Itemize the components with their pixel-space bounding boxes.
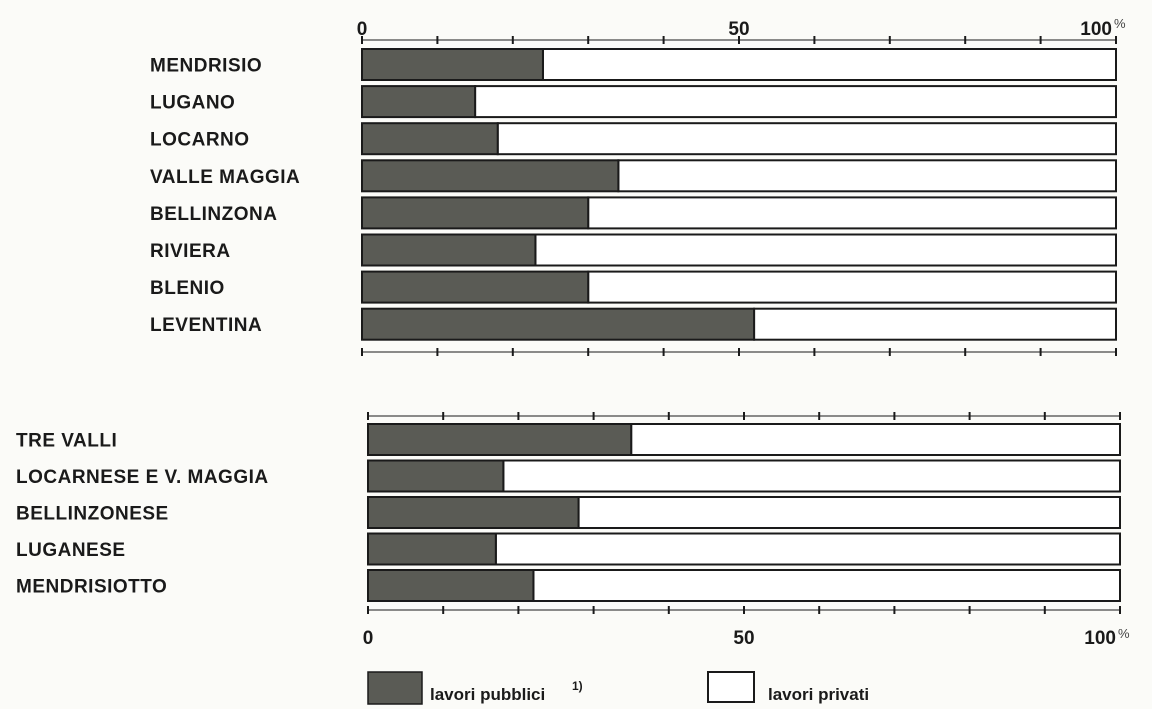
bar-lavori-privati: [502, 459, 1121, 493]
legend-swatch-private: [707, 671, 755, 703]
tick-label: 0: [357, 19, 368, 40]
category-label: LUGANO: [150, 93, 235, 114]
bar-lavori-pubblici: [361, 307, 756, 341]
tick-label: 0: [363, 628, 374, 649]
bar-lavori-privati: [494, 532, 1121, 566]
category-label: VALLE MAGGIA: [150, 167, 300, 188]
bar-lavori-pubblici: [367, 532, 497, 566]
bar-lavori-privati: [496, 122, 1118, 156]
bar-lavori-privati: [753, 307, 1118, 341]
category-label: TRE VALLI: [16, 431, 117, 452]
bar-lavori-pubblici: [361, 233, 537, 267]
bar-lavori-pubblici: [361, 85, 477, 119]
category-label: BELLINZONESE: [16, 504, 169, 525]
bar-lavori-privati: [532, 569, 1121, 602]
bar-lavori-privati: [630, 423, 1121, 456]
bar-lavori-privati: [617, 159, 1117, 193]
category-label: RIVIERA: [150, 241, 231, 262]
category-label: BELLINZONA: [150, 204, 277, 225]
category-label: MENDRISIO: [150, 56, 262, 77]
bar-lavori-privati: [577, 496, 1121, 529]
bar-lavori-privati: [587, 196, 1117, 230]
legend-label-private: lavori privati: [768, 685, 869, 704]
category-label: LOCARNESE E V. MAGGIA: [16, 467, 269, 488]
bar-lavori-pubblici: [361, 196, 590, 230]
tick-label: 100: [1084, 628, 1116, 649]
tick-label: 100: [1080, 19, 1112, 40]
tick-label: 50: [733, 628, 754, 649]
bar-lavori-pubblici: [361, 122, 499, 156]
bar-lavori-pubblici: [367, 459, 505, 493]
category-label: MENDRISIOTTO: [16, 577, 167, 598]
bar-lavori-pubblici: [367, 423, 633, 456]
bar-lavori-pubblici: [361, 270, 590, 304]
category-label: LOCARNO: [150, 130, 250, 151]
bar-lavori-pubblici: [361, 48, 544, 81]
bar-lavori-privati: [474, 85, 1118, 119]
unit-label: %: [1118, 626, 1130, 641]
legend-label-public: lavori pubblici: [430, 685, 545, 704]
bar-lavori-privati: [541, 48, 1117, 81]
category-label: LEVENTINA: [150, 315, 262, 336]
bar-lavori-pubblici: [361, 159, 620, 193]
bar-lavori-pubblici: [367, 569, 535, 602]
category-label: LUGANESE: [16, 540, 126, 561]
legend-superscript: 1): [572, 679, 583, 693]
bar-lavori-privati: [534, 233, 1117, 267]
bar-lavori-pubblici: [367, 496, 580, 529]
unit-label: %: [1114, 16, 1126, 31]
legend-swatch-public: [367, 671, 423, 705]
bar-lavori-privati: [587, 270, 1117, 304]
category-label: BLENIO: [150, 278, 225, 299]
tick-label: 50: [728, 19, 749, 40]
